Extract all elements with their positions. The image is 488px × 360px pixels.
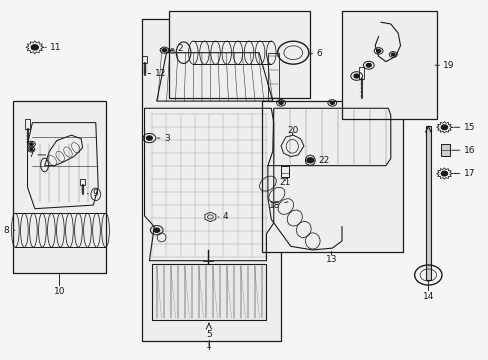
Bar xyxy=(425,126,430,280)
Bar xyxy=(142,55,147,63)
Circle shape xyxy=(353,74,359,78)
Text: 16: 16 xyxy=(451,146,474,155)
Text: 12: 12 xyxy=(148,69,166,78)
Text: 18: 18 xyxy=(268,201,287,210)
Circle shape xyxy=(154,228,159,232)
Text: 10: 10 xyxy=(53,287,65,296)
Bar xyxy=(168,12,310,98)
Bar xyxy=(80,179,84,185)
Text: 4: 4 xyxy=(218,212,228,221)
Circle shape xyxy=(376,49,380,52)
Text: 1: 1 xyxy=(205,341,211,350)
Text: 13: 13 xyxy=(325,255,336,264)
Bar xyxy=(142,19,281,341)
Text: 3: 3 xyxy=(157,134,169,143)
Bar xyxy=(341,12,436,119)
Bar xyxy=(13,101,105,273)
Text: 20: 20 xyxy=(287,126,298,135)
Circle shape xyxy=(30,143,33,145)
Bar xyxy=(358,67,363,79)
Text: 2: 2 xyxy=(167,44,183,53)
Circle shape xyxy=(329,102,334,104)
Circle shape xyxy=(30,148,33,150)
Text: 9: 9 xyxy=(87,189,98,198)
Circle shape xyxy=(31,45,38,50)
Circle shape xyxy=(279,102,283,104)
Text: 15: 15 xyxy=(453,123,474,132)
Ellipse shape xyxy=(170,48,174,53)
Bar xyxy=(261,101,402,252)
Circle shape xyxy=(366,63,370,67)
Bar xyxy=(25,119,30,129)
Bar xyxy=(152,264,266,320)
Bar xyxy=(440,144,449,156)
Circle shape xyxy=(306,158,313,163)
Text: 14: 14 xyxy=(422,292,433,301)
Text: 8: 8 xyxy=(4,226,15,235)
Text: 22: 22 xyxy=(312,157,329,166)
Circle shape xyxy=(146,136,152,140)
Text: 19: 19 xyxy=(434,61,454,70)
Bar xyxy=(267,53,278,101)
Bar xyxy=(280,166,289,177)
Circle shape xyxy=(391,53,394,56)
Circle shape xyxy=(440,171,447,176)
Text: 6: 6 xyxy=(308,49,322,58)
Text: 21: 21 xyxy=(279,177,290,186)
Text: 5: 5 xyxy=(205,329,211,338)
Text: 17: 17 xyxy=(453,169,474,178)
Text: 7: 7 xyxy=(28,150,45,159)
Circle shape xyxy=(162,49,166,51)
Text: 11: 11 xyxy=(45,43,62,52)
Circle shape xyxy=(440,125,447,130)
